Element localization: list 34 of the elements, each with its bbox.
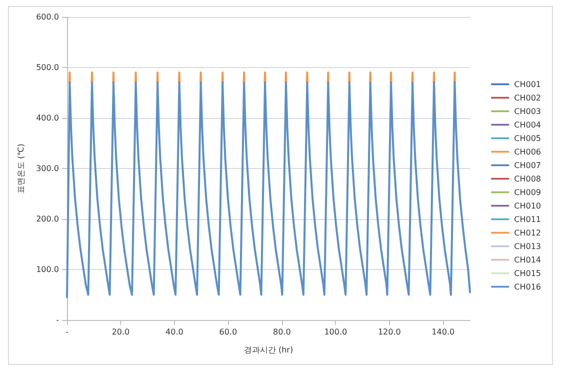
x-tick-label: 60.0 [219, 328, 238, 336]
legend-label: CH007 [514, 160, 542, 170]
y-axis-title: 표면온도 (℃) [16, 144, 26, 194]
legend-label: CH012 [514, 228, 542, 238]
y-tick-label: 100.0 [36, 265, 59, 274]
x-tick-label: 80.0 [273, 328, 291, 336]
x-tick-label: 40.0 [166, 328, 184, 336]
y-tick-label: 500.0 [36, 63, 59, 72]
x-tick-label: 140.0 [432, 328, 455, 336]
legend-label: CH006 [514, 147, 542, 156]
legend-label: CH016 [514, 282, 542, 292]
x-tick-label: - [66, 328, 69, 336]
legend-label: CH001 [514, 80, 542, 89]
x-tick-label: 100.0 [324, 328, 348, 336]
x-tick-label: 120.0 [378, 328, 401, 336]
legend-label: CH003 [514, 106, 542, 116]
legend-label: CH005 [514, 134, 542, 143]
legend-label: CH008 [514, 174, 542, 184]
y-tick-label: 600.0 [36, 12, 59, 22]
legend-label: CH013 [514, 242, 542, 251]
legend-label: CH010 [514, 201, 542, 210]
legend-label: CH011 [514, 214, 542, 224]
legend-label: CH004 [514, 120, 542, 130]
line-series [66, 82, 471, 298]
legend-label: CH002 [514, 93, 542, 102]
y-tick-label: 400.0 [36, 114, 59, 122]
legend-label: CH014 [514, 255, 542, 264]
legend-label: CH009 [514, 188, 542, 197]
x-axis-title: 경과시간 (hr) [244, 346, 294, 354]
legend-label: CH015 [514, 268, 542, 278]
y-tick-label: 300.0 [36, 164, 59, 173]
y-tick-label: 200.0 [36, 214, 59, 224]
x-tick-label: 20.0 [112, 328, 130, 336]
y-tick-label: - [56, 316, 60, 324]
